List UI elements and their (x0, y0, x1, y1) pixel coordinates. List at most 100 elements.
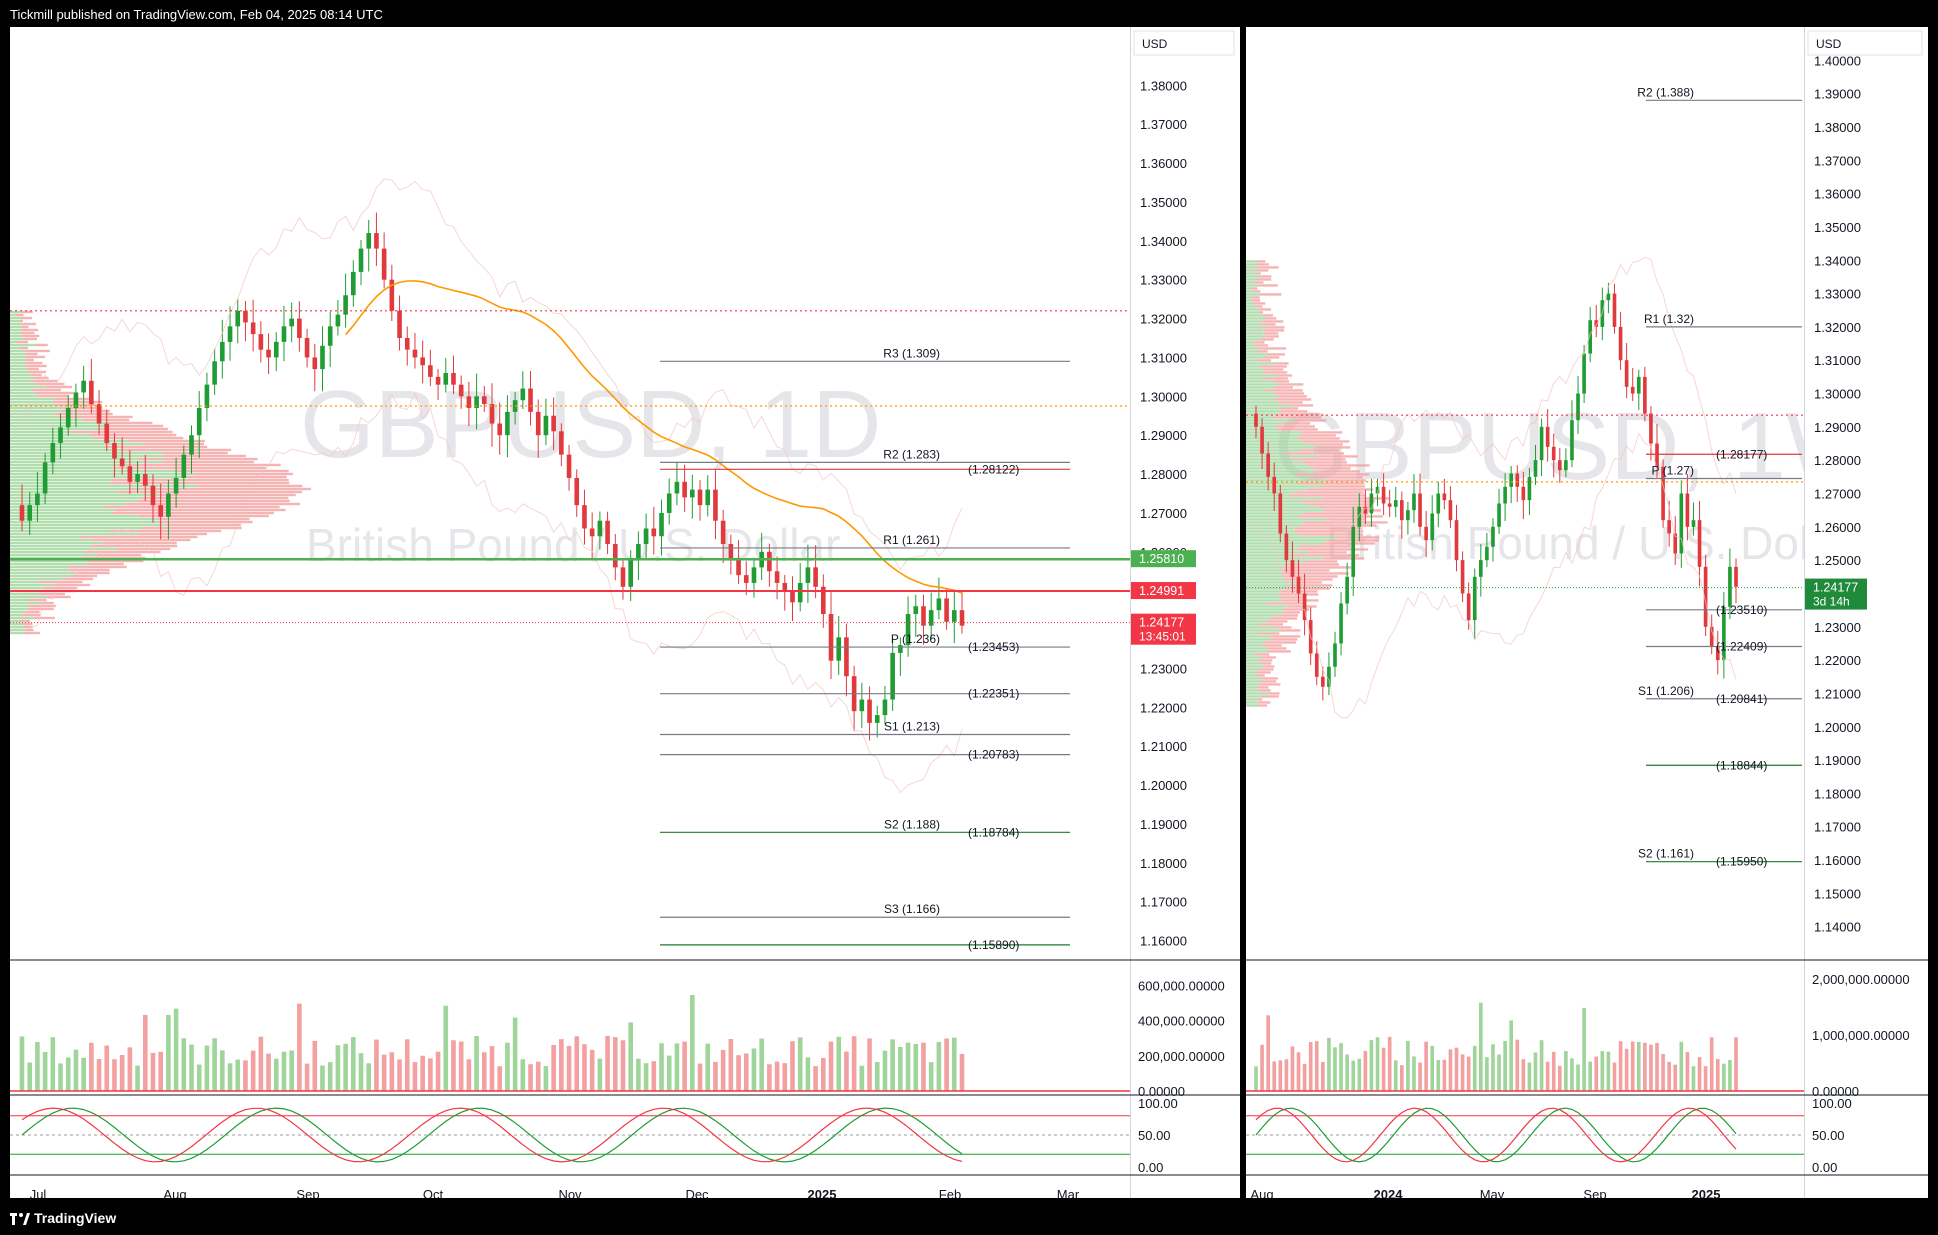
left-profile-bar-down (20, 328, 39, 332)
right-price-tick: 1.20000 (1814, 720, 1861, 735)
left-candle-body (104, 423, 110, 443)
left-volume-bar (412, 1062, 418, 1091)
left-profile-bar-down (89, 433, 177, 437)
left-profile-bar-down (80, 535, 198, 539)
right-profile-bar-up (1246, 473, 1295, 476)
left-profile-bar-up (10, 376, 36, 380)
right-profile-bar-down (1263, 665, 1275, 668)
right-profile-bar-down (1283, 611, 1301, 614)
left-profile-bar-down (109, 481, 290, 485)
right-price-tick: 1.27000 (1814, 487, 1861, 502)
right-profile-bar-down (1253, 269, 1269, 272)
left-candle-body (250, 322, 256, 335)
left-volume-bar (73, 1049, 79, 1091)
right-profile-bar-down (1282, 599, 1319, 602)
right-volume-bar (1448, 1049, 1453, 1091)
left-profile-bar-down (27, 367, 39, 371)
left-x-tick: Sep (296, 1187, 319, 1198)
right-profile-bar-down (1267, 647, 1287, 650)
left-candle-body (351, 271, 356, 296)
right-profile-bar-up (1246, 338, 1261, 341)
right-profile-bar-up (1246, 374, 1277, 377)
right-profile-bar-up (1246, 422, 1283, 425)
right-chart-panel[interactable]: GBPUSD, 1W British Pound / U.S. Dollar R2 … (1246, 27, 1928, 1198)
left-x-tick: Feb (939, 1187, 961, 1198)
right-candle-body (1691, 520, 1696, 527)
left-volume-bar (474, 1036, 479, 1091)
left-profile-bar-down (67, 565, 127, 569)
right-pivot-value: (1.28177) (1716, 447, 1767, 461)
left-profile-bar-up (10, 424, 110, 428)
left-osc-tick: 50.00 (1138, 1128, 1171, 1143)
right-volume-bar (1600, 1051, 1605, 1091)
left-candle-body (874, 715, 880, 723)
left-profile-bar-up (10, 613, 21, 617)
right-volume-bar (1679, 1041, 1684, 1091)
left-pivot-value: (1.22351) (968, 687, 1019, 701)
right-profile-bar-up (1246, 494, 1290, 497)
right-candle-body (1594, 320, 1599, 327)
left-profile-bar-up (10, 619, 20, 623)
right-profile-bar-down (1256, 671, 1271, 674)
left-candle-body (81, 380, 86, 393)
left-profile-bar-down (111, 478, 289, 482)
right-candle-body (1588, 320, 1592, 354)
left-price-axis-bg (1130, 27, 1240, 1175)
left-volume-bar (451, 1040, 456, 1091)
right-profile-bar-up (1246, 419, 1295, 422)
right-profile-bar-up (1246, 299, 1252, 302)
left-candle-body (381, 248, 387, 280)
right-profile-bar-up (1246, 386, 1275, 389)
right-candle-body (1339, 603, 1343, 644)
left-chart-panel[interactable]: GBPUSD, 1D British Pound / U.S. Dollar R3 … (10, 27, 1240, 1198)
right-profile-bar-up (1246, 638, 1271, 641)
right-profile-bar-up (1246, 542, 1323, 545)
right-profile-bar-down (1266, 602, 1305, 605)
right-profile-bar-down (1255, 674, 1265, 677)
left-volume-bar (189, 1044, 194, 1091)
left-volume-bar (636, 1058, 641, 1091)
right-profile-bar-down (1307, 464, 1370, 467)
left-profile-bar-down (128, 439, 205, 443)
left-volume-bar (127, 1047, 133, 1091)
right-profile-bar-up (1246, 401, 1279, 404)
right-candle-body (1375, 486, 1380, 494)
left-candle-body (150, 485, 156, 506)
right-profile-bar-up (1246, 476, 1311, 479)
left-volume-tick: 600,000.00000 (1138, 979, 1225, 994)
right-volume-bar (1576, 1064, 1580, 1091)
left-candle-body (119, 458, 125, 467)
right-profile-bar-down (1259, 680, 1277, 683)
right-profile-bar-up (1246, 620, 1267, 623)
right-profile-bar-up (1246, 701, 1258, 704)
left-profile-bar-down (35, 376, 49, 380)
left-volume-tick: 200,000.00000 (1138, 1049, 1225, 1064)
left-band-lower (21, 391, 963, 794)
right-candle-body (1655, 443, 1659, 467)
right-candle-body (1497, 503, 1501, 527)
right-profile-bar-up (1246, 263, 1256, 266)
right-profile-bar-down (1262, 314, 1274, 317)
left-chart-svg[interactable]: GBPUSD, 1D British Pound / U.S. Dollar R3 … (10, 27, 1240, 1198)
right-candle-body (1393, 500, 1398, 507)
left-volume-bar (959, 1053, 965, 1091)
left-profile-bar-down (114, 508, 286, 512)
right-profile-bar-down (1308, 551, 1347, 554)
left-profile-bar-down (84, 550, 161, 554)
right-candle-body (1357, 506, 1362, 527)
left-candle-body (628, 559, 633, 587)
right-volume-bar (1533, 1052, 1538, 1091)
left-candle-body (397, 310, 402, 338)
left-volume-bar (651, 1061, 657, 1091)
left-candle-body (196, 407, 202, 436)
left-candle-body (559, 431, 564, 455)
right-profile-bar-up (1246, 326, 1266, 329)
left-volume-bar (928, 1062, 934, 1091)
right-volume-bar (1430, 1045, 1435, 1091)
right-profile-bar-up (1246, 593, 1279, 596)
left-volume-bar (867, 1038, 872, 1091)
right-profile-bar-down (1256, 305, 1263, 308)
right-profile-bar-up (1246, 506, 1320, 509)
right-profile-bar-up (1246, 317, 1266, 320)
